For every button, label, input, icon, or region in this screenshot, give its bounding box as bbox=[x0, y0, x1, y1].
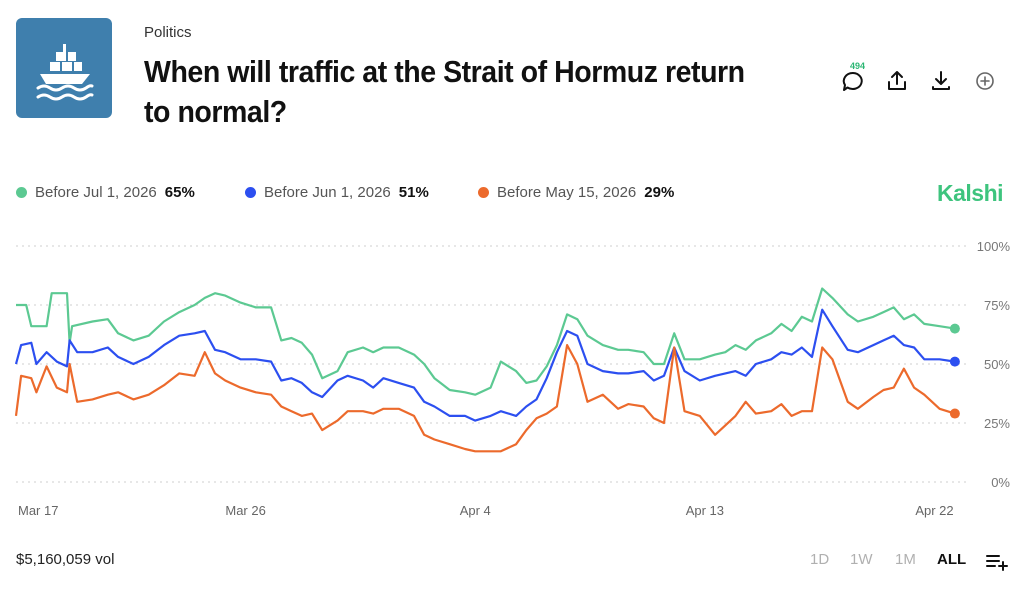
y-tick-label: 75% bbox=[984, 298, 1010, 313]
y-tick-label: 100% bbox=[977, 239, 1011, 254]
series-end-marker bbox=[949, 408, 960, 419]
y-tick-label: 50% bbox=[984, 357, 1010, 372]
comment-count-badge: 494 bbox=[850, 61, 866, 71]
legend-label: Before Jul 1, 2026 bbox=[35, 184, 157, 201]
comment-button[interactable] bbox=[838, 66, 868, 96]
series-line-jul bbox=[16, 287, 956, 396]
range-selector: 1D 1W 1M ALL bbox=[800, 551, 1020, 573]
price-chart: 100% 75% 50% 25% 0% Mar 17 Mar 26 Apr 4 Apr 13 Ap… bbox=[14, 239, 1011, 518]
legend-pct: 51% bbox=[398, 184, 429, 201]
add-circle-icon bbox=[976, 72, 994, 90]
series-line-may bbox=[14, 344, 956, 453]
legend-item-may[interactable]: Before May 15, 2026 29% bbox=[478, 184, 674, 201]
y-tick-label: 0% bbox=[991, 475, 1010, 490]
x-tick-label: Mar 26 bbox=[225, 503, 265, 518]
series-end-marker bbox=[949, 356, 960, 367]
list-add-icon bbox=[986, 555, 1008, 571]
range-1w-button[interactable]: 1W bbox=[850, 551, 873, 568]
ship-icon bbox=[36, 44, 94, 101]
series-end-marker bbox=[949, 323, 960, 334]
x-tick-label: Apr 22 bbox=[915, 503, 953, 518]
market-thumbnail bbox=[16, 18, 112, 118]
download-button[interactable] bbox=[926, 66, 956, 96]
x-tick-label: Apr 13 bbox=[686, 503, 724, 518]
volume-label: $5,160,059 vol bbox=[16, 551, 115, 568]
legend-dot bbox=[16, 187, 27, 198]
add-button[interactable] bbox=[970, 66, 1000, 96]
download-icon bbox=[932, 71, 950, 90]
legend-label: Before May 15, 2026 bbox=[497, 184, 637, 201]
x-tick-label: Mar 17 bbox=[18, 503, 58, 518]
comment-icon bbox=[842, 71, 863, 91]
legend-pct: 29% bbox=[644, 184, 675, 201]
series-line-jun bbox=[14, 308, 956, 422]
page-title: When will traffic at the Strait of Hormu… bbox=[144, 54, 745, 129]
market-category[interactable]: Politics bbox=[144, 24, 192, 41]
range-1d-button[interactable]: 1D bbox=[810, 551, 830, 568]
range-1m-button[interactable]: 1M bbox=[895, 551, 916, 568]
share-button[interactable] bbox=[882, 66, 912, 96]
market-actions bbox=[838, 66, 1008, 96]
range-all-button[interactable]: ALL bbox=[937, 551, 967, 568]
legend-pct: 65% bbox=[164, 184, 195, 201]
share-icon bbox=[888, 71, 906, 90]
x-tick-label: Apr 4 bbox=[460, 503, 491, 518]
legend-item-jul[interactable]: Before Jul 1, 2026 65% bbox=[16, 184, 195, 201]
legend-item-jun[interactable]: Before Jun 1, 2026 51% bbox=[245, 184, 429, 201]
legend-dot bbox=[478, 187, 489, 198]
chart-menu-button[interactable] bbox=[985, 551, 1009, 573]
brand-logo[interactable]: Kalshi bbox=[937, 180, 1004, 206]
legend-label: Before Jun 1, 2026 bbox=[264, 184, 391, 201]
legend-dot bbox=[245, 187, 256, 198]
y-tick-label: 25% bbox=[984, 416, 1010, 431]
